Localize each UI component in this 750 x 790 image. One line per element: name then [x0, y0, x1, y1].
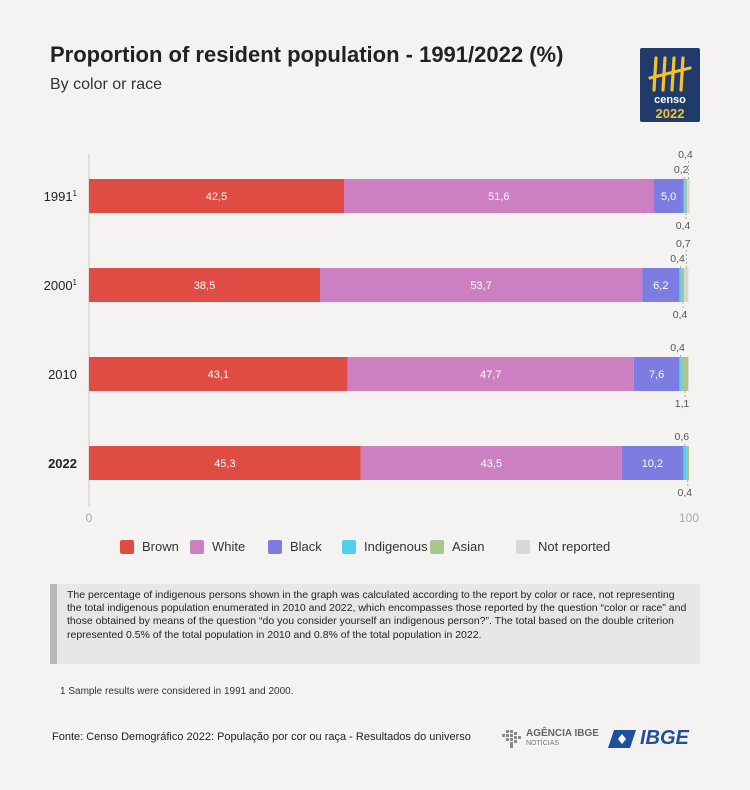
bar-segment — [89, 446, 361, 480]
data-label: 45,3 — [214, 458, 235, 470]
category-label: 2022 — [48, 456, 77, 471]
footnote: 1 Sample results were considered in 1991… — [60, 686, 294, 697]
legend-label: Brown — [142, 539, 179, 554]
stacked-bar-chart: 0 100 19911 42,5 51,6 5,0 0,2 0,4 0,4 20001 38,5 53… — [44, 149, 700, 525]
chart-legend: Brown White Black Indigenous Asian Not report… — [120, 538, 640, 558]
legend-label: Indigenous — [364, 539, 428, 554]
legend-swatch — [430, 540, 444, 554]
page-subtitle: By color or race — [50, 76, 163, 93]
bar-segment — [687, 179, 690, 213]
data-label: 38,5 — [194, 280, 215, 292]
methodology-note: The percentage of indigenous persons sho… — [50, 584, 700, 664]
data-label: 1,1 — [675, 398, 690, 410]
data-label: 6,2 — [653, 280, 668, 292]
bar-segment — [684, 179, 688, 213]
bar-segment — [633, 357, 680, 391]
data-label: 7,6 — [649, 369, 664, 381]
source-text: Fonte: Censo Demográfico 2022: População… — [52, 731, 471, 743]
data-label: 53,7 — [470, 280, 491, 292]
bar-segment — [320, 268, 643, 302]
bar-segment — [653, 179, 684, 213]
bar-segment — [89, 357, 348, 391]
page-title: Proportion of resident population - 1991… — [50, 42, 564, 67]
data-label: 51,6 — [488, 191, 509, 203]
ibge-wordmark: IBGE — [640, 727, 689, 749]
tally-marks-icon — [648, 56, 692, 92]
legend-swatch — [342, 540, 356, 554]
data-label: 0,4 — [673, 309, 688, 321]
bar-segment — [89, 179, 344, 213]
bar-segment — [686, 446, 689, 480]
legend-swatch — [120, 540, 134, 554]
category-label: 19911 — [44, 189, 78, 204]
x-tick-label: 0 — [86, 511, 93, 525]
data-label: 43,5 — [481, 458, 502, 470]
bar-segment — [679, 357, 682, 391]
bar-segment — [89, 268, 320, 302]
legend-label: Black — [290, 539, 322, 554]
legend-swatch — [268, 540, 282, 554]
category-label: 20001 — [44, 278, 78, 293]
data-label: 0,6 — [674, 431, 689, 443]
agencia-ibge-logo: AGÊNCIA IBGE NOTÍCIAS — [502, 728, 602, 752]
logo-year-text: 2022 — [655, 106, 685, 121]
bar-segment — [681, 357, 689, 391]
bar-segment — [621, 446, 683, 480]
legend-swatch — [190, 540, 204, 554]
bar-segment — [642, 268, 680, 302]
agencia-subtitle: NOTÍCIAS — [526, 740, 560, 747]
bar-segment — [684, 268, 689, 302]
data-label: 0,2 — [674, 164, 689, 176]
data-label: 0,4 — [678, 149, 693, 161]
ibge-mark-icon — [608, 730, 636, 748]
legend-label: Asian — [452, 539, 485, 554]
data-label: 43,1 — [208, 369, 229, 381]
legend-label: White — [212, 539, 246, 554]
data-label: 0,4 — [677, 487, 692, 499]
bar-segment — [347, 357, 634, 391]
x-tick-label: 100 — [679, 511, 699, 525]
data-label: 0,7 — [676, 238, 691, 250]
data-label: 42,5 — [206, 191, 227, 203]
data-label: 0,4 — [670, 253, 685, 265]
data-label: 5,0 — [661, 191, 676, 203]
data-label: 10,2 — [642, 458, 663, 470]
data-label: 47,7 — [480, 369, 501, 381]
bar-segment — [360, 446, 622, 480]
censo-2022-logo: censo 2022 — [640, 48, 700, 122]
legend-label: Not reported — [538, 539, 611, 554]
legend-swatch — [516, 540, 530, 554]
bar-segment — [683, 179, 685, 213]
data-label: 0,4 — [670, 342, 685, 354]
category-label: 2010 — [48, 367, 77, 382]
bar-segment — [679, 268, 682, 302]
ibge-logo: IBGE — [608, 727, 704, 751]
bar-segment — [344, 179, 654, 213]
grid-map-icon — [502, 730, 521, 748]
data-label: 0,4 — [676, 220, 691, 232]
logo-censo-text: censo — [654, 94, 686, 106]
bar-segment — [681, 268, 685, 302]
agencia-title: AGÊNCIA IBGE — [526, 728, 599, 739]
bar-segment — [683, 446, 687, 480]
